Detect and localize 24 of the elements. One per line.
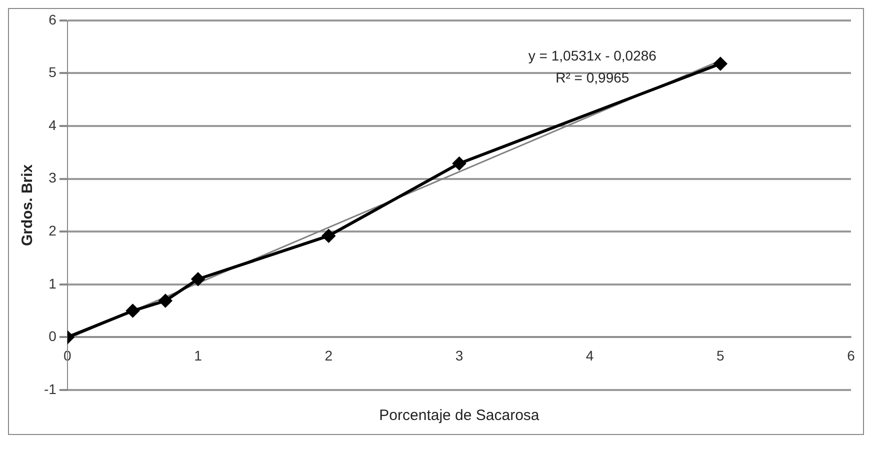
point — [322, 229, 336, 242]
x-tick-label: 5 — [716, 347, 725, 364]
y-tick-label: 1 — [48, 275, 57, 292]
point — [714, 57, 727, 70]
x-tick-label: 2 — [324, 347, 333, 364]
annotation: R² = 0,9965 — [556, 69, 630, 86]
x-tick-label: 1 — [194, 347, 202, 364]
x-tick-label: 4 — [586, 347, 594, 364]
x-axis-title: Porcentaje de Sacarosa — [379, 407, 540, 424]
y-tick-label: 0 — [48, 328, 57, 344]
y-axis-title: Grdos. Brix — [19, 164, 36, 246]
y-tick-label: 6 — [48, 11, 57, 28]
y-tick-label: 2 — [48, 222, 57, 238]
x-tick-label: 6 — [847, 347, 856, 364]
y-tick-label: 5 — [48, 64, 57, 80]
point — [452, 156, 466, 170]
point — [126, 304, 140, 318]
point — [192, 272, 205, 286]
y-tick-label: -1 — [44, 380, 57, 397]
x-tick-label: 3 — [455, 347, 464, 364]
y-tick-label: 4 — [48, 116, 57, 133]
annotation: y = 1,0531x - 0,0286 — [528, 47, 657, 64]
y-tick-label: 3 — [48, 170, 57, 186]
point — [158, 294, 172, 308]
